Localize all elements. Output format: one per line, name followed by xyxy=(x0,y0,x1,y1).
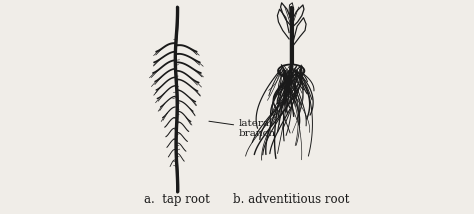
Polygon shape xyxy=(277,64,306,76)
Polygon shape xyxy=(277,9,289,39)
Polygon shape xyxy=(281,3,291,26)
Text: a.  tap root: a. tap root xyxy=(144,193,210,206)
Polygon shape xyxy=(291,5,304,28)
Text: b. adventitious root: b. adventitious root xyxy=(233,193,349,206)
Polygon shape xyxy=(293,18,306,45)
Text: lateral
branch: lateral branch xyxy=(209,119,276,138)
